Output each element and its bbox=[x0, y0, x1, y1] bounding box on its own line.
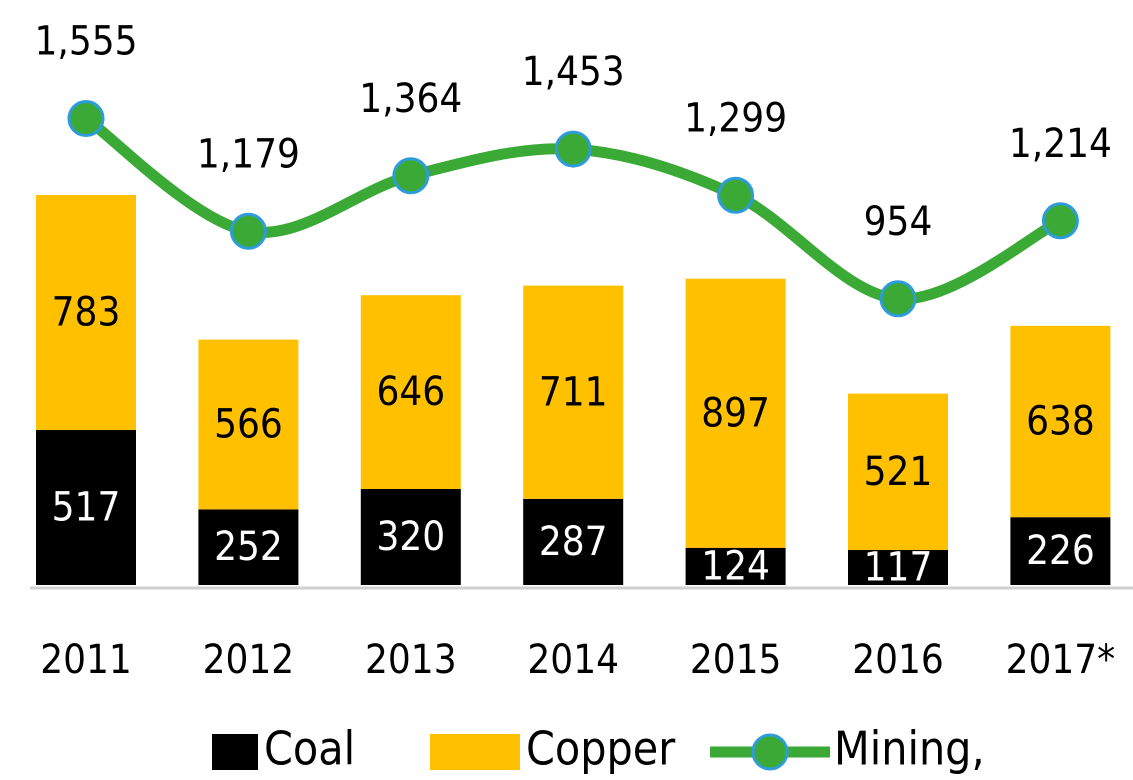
x-tick-label: 2011 bbox=[40, 637, 132, 683]
bar-label: 897 bbox=[701, 390, 770, 436]
bar-segment bbox=[685, 547, 786, 585]
legend-swatch bbox=[212, 734, 258, 770]
bar-label: 521 bbox=[864, 449, 933, 495]
bar-label: 517 bbox=[52, 484, 121, 530]
line-label: 1,453 bbox=[522, 49, 625, 95]
line-marker bbox=[392, 157, 430, 195]
bar-segment bbox=[198, 339, 299, 510]
bar-segment bbox=[523, 498, 624, 585]
bar-label: 783 bbox=[52, 289, 121, 335]
bar-label: 711 bbox=[539, 369, 608, 415]
bar-label: 252 bbox=[214, 524, 283, 570]
line-label: 954 bbox=[864, 199, 933, 245]
x-tick-label: 2012 bbox=[203, 637, 295, 683]
legend-label: Mining, bbox=[834, 722, 985, 776]
line-label: 1,555 bbox=[35, 19, 138, 65]
bar-label: 638 bbox=[1026, 399, 1095, 445]
line-marker bbox=[554, 130, 592, 168]
bar-segment bbox=[36, 195, 136, 430]
legend-label: Copper bbox=[526, 722, 676, 776]
bar-label: 566 bbox=[214, 402, 283, 448]
line-label: 1,179 bbox=[197, 131, 300, 177]
line-label: 1,299 bbox=[684, 95, 787, 141]
bar-segment bbox=[848, 393, 948, 550]
x-tick-label: 2016 bbox=[852, 637, 944, 683]
bar-segment bbox=[36, 429, 136, 585]
bar-segment bbox=[360, 489, 461, 585]
legend-swatch bbox=[430, 734, 520, 770]
bar-label: 287 bbox=[539, 519, 608, 565]
bar-segment bbox=[848, 549, 948, 585]
bar-segment bbox=[198, 509, 299, 585]
x-tick-label: 2013 bbox=[365, 637, 457, 683]
bar-label: 320 bbox=[376, 514, 445, 560]
bar-segment bbox=[1010, 517, 1111, 585]
line-marker bbox=[1041, 202, 1079, 240]
x-tick-label: 2015 bbox=[690, 637, 782, 683]
bar-segment bbox=[1010, 325, 1111, 518]
bar-label: 226 bbox=[1026, 528, 1095, 574]
bar-label: 124 bbox=[701, 543, 770, 589]
line-marker bbox=[229, 212, 267, 250]
line-marker bbox=[717, 176, 755, 214]
bar-segment bbox=[360, 295, 461, 489]
x-tick-label: 2017* bbox=[1006, 637, 1116, 683]
line-label: 1,364 bbox=[359, 76, 462, 122]
line-marker bbox=[67, 100, 105, 137]
line-marker bbox=[879, 280, 917, 318]
legend-label: Coal bbox=[264, 722, 355, 776]
line-label: 1,214 bbox=[1009, 121, 1112, 167]
x-tick-label: 2014 bbox=[527, 637, 619, 683]
bar-label: 646 bbox=[376, 369, 445, 415]
bar-label: 117 bbox=[864, 544, 933, 590]
legend-marker bbox=[751, 733, 789, 771]
bar-segment bbox=[523, 285, 624, 499]
bar-segment bbox=[685, 278, 786, 548]
